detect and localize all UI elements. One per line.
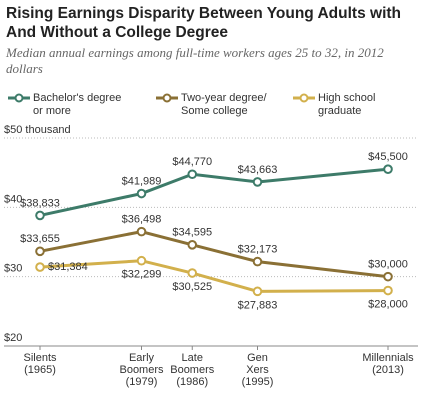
value-label: $43,663 [238, 164, 278, 176]
legend-item: Bachelor's degree or more [8, 92, 133, 118]
y-tick-label: $30 [4, 263, 22, 275]
series-line [39, 259, 389, 293]
legend-item: Two-year degree/ Some college [156, 92, 281, 118]
value-label: $36,498 [122, 214, 162, 226]
x-tick-label: Gen Xers (1995) [242, 352, 274, 388]
value-label: $38,833 [20, 197, 60, 209]
point [383, 164, 393, 174]
x-tick-label: Silents (1965) [23, 352, 57, 376]
point [35, 210, 45, 221]
value-label: $28,000 [368, 298, 408, 310]
point [187, 240, 198, 250]
point [136, 226, 147, 237]
y-tick-label: $50 thousand [4, 124, 71, 136]
legend-label: High school graduate [318, 92, 376, 117]
value-label: $32,299 [122, 269, 162, 281]
legend-marker [14, 93, 24, 103]
value-label: $33,655 [20, 233, 60, 245]
legend-icon [8, 93, 30, 103]
value-label: $41,989 [122, 175, 162, 187]
point [136, 255, 147, 266]
series-line [39, 167, 389, 217]
legend-item: High school graduate [293, 92, 398, 118]
legend-label: Two-year degree/ Some college [181, 92, 267, 117]
legend-icon [156, 93, 178, 103]
point [252, 177, 263, 187]
legend-marker [162, 93, 172, 103]
chart-subtitle: Median annual earnings among full-time w… [6, 45, 384, 76]
value-label: $31,384 [48, 261, 88, 273]
value-label: $30,525 [172, 281, 212, 293]
point [35, 246, 45, 257]
point [252, 286, 263, 297]
value-label: $44,770 [172, 156, 212, 168]
x-tick-label: Millennials (2013) [362, 352, 414, 376]
point [136, 188, 147, 199]
legend-icon [293, 93, 315, 103]
value-label: $30,000 [368, 259, 408, 271]
point [187, 268, 198, 278]
chart-title: Rising Earnings Disparity Between Young … [6, 5, 402, 41]
point [383, 285, 393, 296]
y-tick-label: $40 [4, 193, 22, 205]
value-label: $27,883 [238, 299, 278, 311]
x-tick-label: Late Boomers (1986) [170, 352, 215, 388]
value-label: $45,500 [368, 151, 408, 163]
y-tick-label: $20 [4, 332, 22, 344]
value-label: $32,173 [238, 244, 278, 256]
legend-label: Bachelor's degree or more [33, 92, 122, 117]
legend: Bachelor's degree or more Two-year degree… [8, 92, 418, 128]
series-line [39, 230, 389, 279]
point [252, 256, 263, 267]
point [187, 169, 198, 180]
legend-marker [299, 93, 309, 103]
x-tick-label: Early Boomers (1979) [119, 352, 164, 388]
value-label: $34,595 [172, 227, 212, 239]
point [35, 262, 45, 272]
point [383, 271, 393, 282]
